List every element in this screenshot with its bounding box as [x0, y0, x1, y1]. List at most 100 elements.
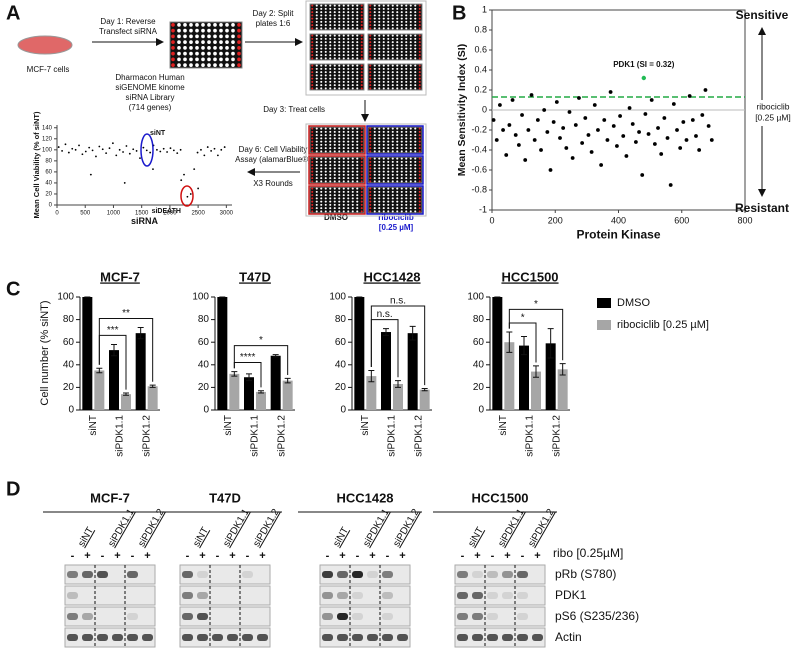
x-tick-label: 500 — [80, 211, 91, 217]
point — [615, 144, 619, 148]
well — [405, 7, 408, 10]
well — [338, 4, 341, 7]
well — [351, 20, 354, 23]
well — [333, 130, 336, 133]
well — [369, 74, 372, 77]
band — [472, 613, 483, 620]
point — [197, 187, 200, 190]
y-tick-label: 20 — [473, 382, 485, 393]
well — [225, 34, 229, 39]
blot-strip — [179, 585, 271, 606]
well — [373, 197, 376, 200]
well — [177, 57, 181, 62]
bar — [407, 333, 418, 410]
well — [405, 180, 408, 183]
comparison-bracket — [370, 305, 426, 386]
well — [311, 200, 314, 203]
well — [400, 50, 403, 53]
band — [517, 634, 528, 641]
well — [391, 170, 394, 173]
well — [315, 57, 318, 60]
well — [338, 203, 341, 206]
well — [347, 170, 350, 173]
well — [373, 127, 376, 130]
well — [391, 7, 394, 10]
error-bar — [559, 363, 566, 376]
point — [665, 136, 670, 140]
well — [311, 44, 314, 47]
well — [225, 23, 229, 27]
well — [373, 57, 376, 60]
well — [356, 200, 359, 203]
well — [405, 164, 408, 167]
well — [409, 180, 412, 183]
well — [225, 46, 229, 50]
well — [391, 41, 394, 44]
well — [373, 27, 376, 30]
well — [324, 203, 327, 206]
well — [342, 14, 345, 17]
well — [356, 137, 359, 140]
well — [414, 170, 417, 173]
well — [324, 84, 327, 87]
well — [396, 80, 399, 83]
well — [347, 164, 350, 167]
well — [237, 40, 241, 44]
well — [405, 20, 408, 23]
well — [418, 57, 421, 60]
well — [329, 20, 332, 23]
well — [231, 34, 235, 39]
well — [369, 77, 372, 80]
well — [405, 203, 408, 206]
well — [373, 180, 376, 183]
well — [369, 167, 372, 170]
point — [678, 146, 683, 150]
well — [177, 40, 181, 44]
well — [315, 44, 318, 47]
well — [405, 173, 408, 176]
well — [329, 127, 332, 130]
well — [369, 210, 372, 213]
well — [351, 197, 354, 200]
bar — [94, 370, 105, 410]
point — [643, 112, 648, 116]
well — [378, 54, 381, 57]
well — [333, 84, 336, 87]
well — [418, 47, 421, 50]
well — [382, 187, 385, 190]
well — [400, 194, 403, 197]
well — [342, 127, 345, 130]
well — [338, 50, 341, 53]
point — [64, 143, 67, 146]
well — [369, 71, 372, 74]
well — [315, 84, 318, 87]
well — [320, 157, 323, 160]
point — [203, 154, 206, 157]
x-axis-label: Protein Kinase — [576, 227, 660, 241]
well — [400, 177, 403, 180]
well — [387, 203, 390, 206]
well — [347, 57, 350, 60]
well — [347, 4, 350, 7]
x-tick-label: siPDK1.2 — [413, 415, 424, 457]
plate-body — [367, 156, 423, 184]
well — [387, 7, 390, 10]
workflow-text: plates 1:6 — [256, 19, 291, 28]
well — [338, 80, 341, 83]
well — [360, 4, 363, 7]
well — [356, 17, 359, 20]
well — [333, 203, 336, 206]
well — [400, 187, 403, 190]
point — [162, 147, 165, 150]
well — [311, 130, 314, 133]
well — [351, 150, 354, 153]
row-label: Actin — [555, 630, 582, 644]
well — [351, 14, 354, 17]
point — [196, 151, 199, 154]
well — [329, 207, 332, 210]
well — [373, 74, 376, 77]
well — [373, 130, 376, 133]
well — [414, 207, 417, 210]
well — [351, 173, 354, 176]
well — [225, 57, 229, 62]
